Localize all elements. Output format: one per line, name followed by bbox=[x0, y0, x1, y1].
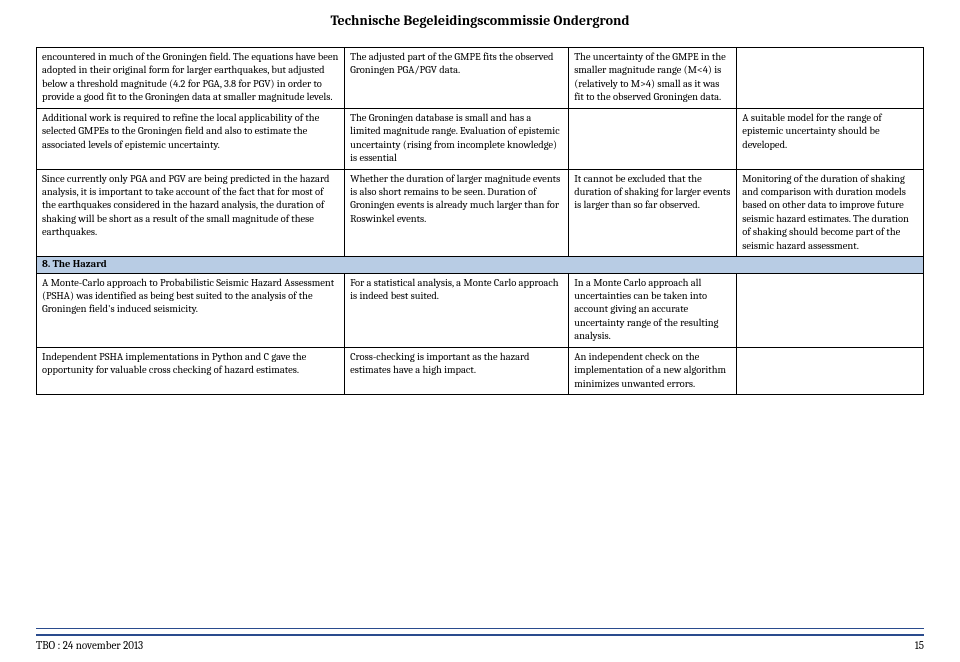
footer-right: 15 bbox=[915, 639, 924, 652]
cell-c1: Since currently only PGA and PGV are bei… bbox=[37, 169, 345, 257]
table-row: Additional work is required to refine th… bbox=[37, 108, 924, 169]
cell-c4 bbox=[737, 48, 924, 109]
table-row: A Monte-Carlo approach to Probabilistic … bbox=[37, 273, 924, 347]
hazard-table: encountered in much of the Groningen fie… bbox=[36, 47, 924, 395]
cell-c2: Cross-checking is important as the hazar… bbox=[345, 347, 569, 394]
cell-c3: In a Monte Carlo approach all uncertaint… bbox=[569, 273, 737, 347]
section-header-row: 8. The Hazard bbox=[37, 257, 924, 273]
cell-c3: It cannot be excluded that the duration … bbox=[569, 169, 737, 257]
table-row: Independent PSHA implementations in Pyth… bbox=[37, 347, 924, 394]
cell-c1: encountered in much of the Groningen fie… bbox=[37, 48, 345, 109]
cell-c3: An independent check on the implementati… bbox=[569, 347, 737, 394]
page-title: Technische Begeleidingscommissie Ondergr… bbox=[0, 0, 960, 47]
cell-c3 bbox=[569, 108, 737, 169]
cell-c4: Monitoring of the duration of shaking an… bbox=[737, 169, 924, 257]
table-row: Since currently only PGA and PGV are bei… bbox=[37, 169, 924, 257]
cell-c4 bbox=[737, 273, 924, 347]
cell-c1: Independent PSHA implementations in Pyth… bbox=[37, 347, 345, 394]
content-area: encountered in much of the Groningen fie… bbox=[0, 47, 960, 395]
table-row: encountered in much of the Groningen fie… bbox=[37, 48, 924, 109]
cell-c2: The adjusted part of the GMPE fits the o… bbox=[345, 48, 569, 109]
cell-c4: A suitable model for the range of episte… bbox=[737, 108, 924, 169]
cell-c2: The Groningen database is small and has … bbox=[345, 108, 569, 169]
page-footer: TBO : 24 november 2013 15 bbox=[36, 634, 924, 652]
cell-c3: The uncertainty of the GMPE in the small… bbox=[569, 48, 737, 109]
section-header-label: 8. The Hazard bbox=[37, 257, 924, 273]
cell-c4 bbox=[737, 347, 924, 394]
cell-c1: A Monte-Carlo approach to Probabilistic … bbox=[37, 273, 345, 347]
footer-left: TBO : 24 november 2013 bbox=[36, 639, 143, 652]
footer-rule-top bbox=[36, 628, 924, 629]
cell-c1: Additional work is required to refine th… bbox=[37, 108, 345, 169]
cell-c2: Whether the duration of larger magnitude… bbox=[345, 169, 569, 257]
cell-c2: For a statistical analysis, a Monte Carl… bbox=[345, 273, 569, 347]
